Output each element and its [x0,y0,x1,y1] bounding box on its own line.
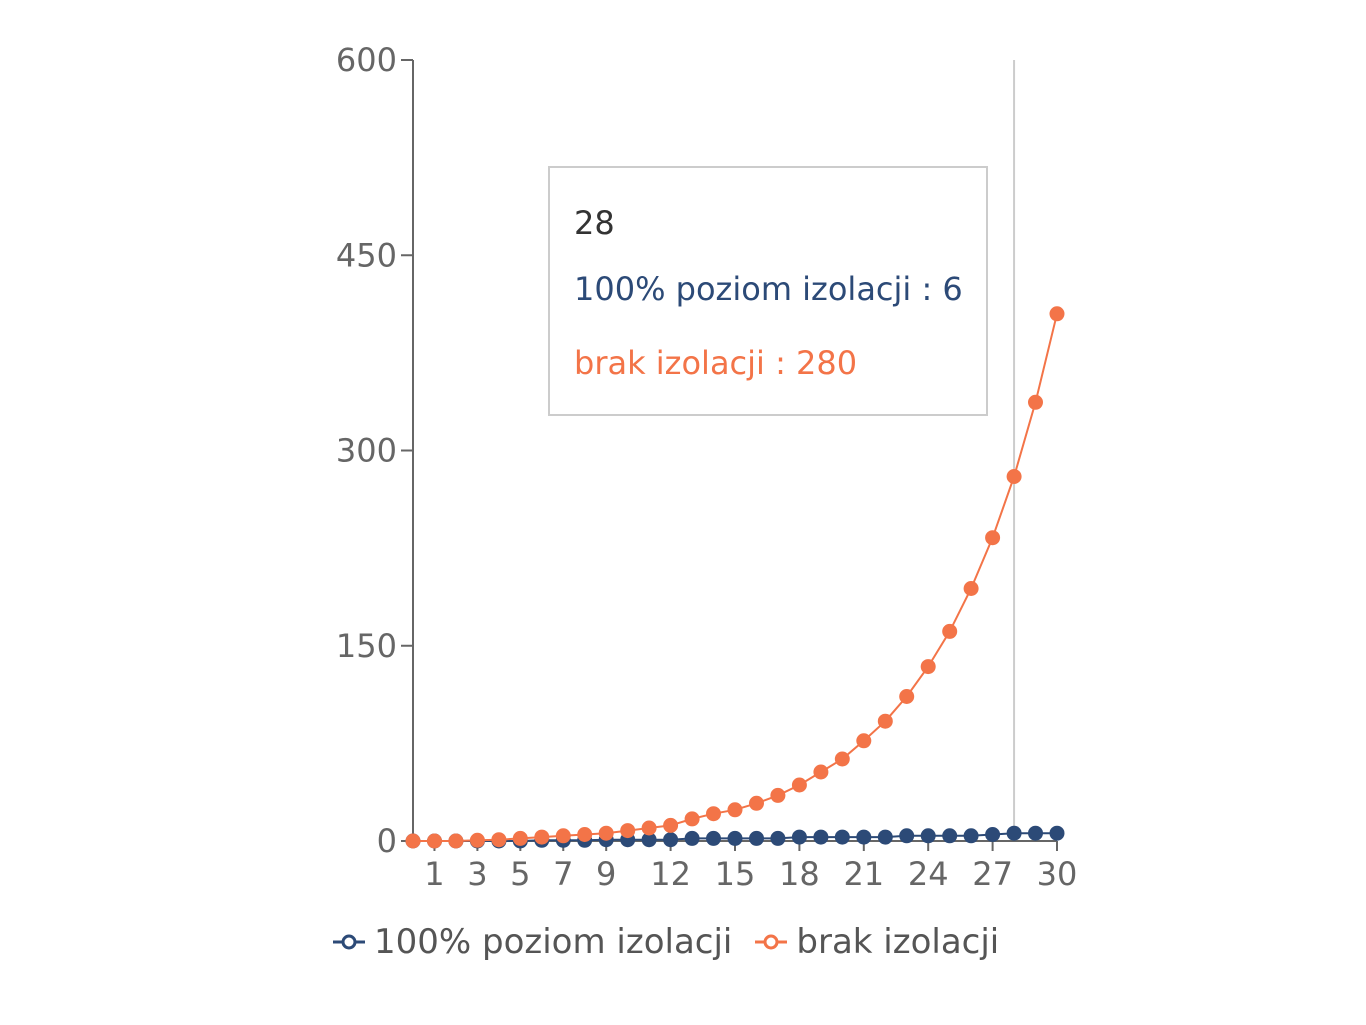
data-point[interactable] [834,829,850,845]
data-point[interactable] [684,830,700,846]
line-circle-marker-icon [333,934,365,950]
series-layer[interactable] [405,306,1065,849]
axes: 0 150 300 450 600 1 3 5 7 9 12 15 18 21 24 27 30 [336,41,1077,893]
data-point[interactable] [856,733,872,749]
legend-item-series-1[interactable]: brak izolacji [754,922,999,962]
data-point[interactable] [813,829,829,845]
tooltip-separator: : [764,344,797,382]
tooltip-series-name: brak izolacji [574,344,765,382]
legend-label: 100% poziom izolacji [374,922,733,962]
data-point[interactable] [577,827,593,842]
data-point[interactable] [427,833,442,849]
tooltip-series-value: 280 [796,344,858,382]
x-tick-label: 9 [596,855,616,893]
data-point[interactable] [985,827,1001,842]
legend-item-series-0[interactable]: 100% poziom izolacji [332,922,732,962]
tooltip-label: 28 [574,204,615,242]
tooltip-row-series-1: brak izolacji : 280 [574,344,857,382]
y-tick-label: 150 [336,627,397,665]
data-point[interactable] [791,777,807,793]
data-point[interactable] [491,832,507,848]
data-point[interactable] [920,828,936,844]
data-point[interactable] [684,811,700,827]
data-point[interactable] [1028,394,1043,410]
data-point[interactable] [877,713,893,729]
data-point[interactable] [1006,469,1022,484]
data-point[interactable] [834,751,850,767]
data-point[interactable] [770,830,786,846]
x-tick-label: 7 [553,855,573,893]
data-point[interactable] [1049,306,1065,322]
tooltip-separator: : [911,270,943,308]
data-point[interactable] [706,830,721,846]
y-tick-label: 450 [336,236,397,274]
data-point[interactable] [1049,825,1065,841]
y-tick-label: 300 [336,432,397,470]
data-point[interactable] [985,530,1001,546]
data-point[interactable] [770,787,786,803]
data-point[interactable] [448,833,464,849]
data-point[interactable] [856,829,872,845]
x-tick-label: 27 [972,855,1013,893]
data-point[interactable] [663,817,679,833]
data-point[interactable] [791,829,807,845]
data-point[interactable] [469,832,485,848]
data-point[interactable] [963,828,979,844]
data-point[interactable] [749,830,764,846]
data-point[interactable] [555,828,571,844]
data-point[interactable] [706,806,721,822]
x-tick-label: 30 [1037,855,1078,893]
x-tick-label: 1 [424,855,444,893]
y-tick-label: 0 [377,822,397,860]
x-tick-label: 5 [510,855,530,893]
x-tick-label: 21 [843,855,884,893]
x-tick-label: 3 [467,855,487,893]
data-point[interactable] [963,581,979,596]
chart-tooltip: 28 100% poziom izolacji : 6 brak izolacj… [548,166,988,416]
y-tick-label: 600 [336,41,397,79]
line-circle-marker-icon [755,934,788,950]
x-tick-label: 18 [779,855,820,893]
tooltip-row-series-0: 100% poziom izolacji : 6 [574,270,963,308]
data-point[interactable] [727,830,743,846]
data-point[interactable] [942,623,958,639]
tooltip-series-name: 100% poziom izolacji [574,270,912,308]
data-point[interactable] [512,830,528,846]
data-point[interactable] [405,833,421,849]
data-point[interactable] [1028,825,1043,841]
data-point[interactable] [641,832,657,848]
data-point[interactable] [920,659,936,675]
x-tick-label: 12 [650,855,691,893]
data-point[interactable] [534,829,550,845]
data-point[interactable] [899,689,915,704]
data-point[interactable] [641,820,657,836]
data-point[interactable] [727,802,743,818]
data-point[interactable] [598,825,614,841]
data-point[interactable] [749,795,764,811]
legend-label: brak izolacji [796,922,1000,962]
x-tick-label: 15 [715,855,756,893]
series-1[interactable] [405,306,1065,849]
data-point[interactable] [877,829,893,845]
data-point[interactable] [813,764,829,780]
data-point[interactable] [942,828,958,844]
x-tick-label: 24 [908,855,949,893]
data-point[interactable] [620,823,636,839]
data-point[interactable] [899,828,915,844]
data-point[interactable] [1006,825,1022,841]
chart-legend: 100% poziom izolacji brak izolacji [332,922,1021,962]
data-point[interactable] [663,832,679,848]
tooltip-series-value: 6 [942,270,963,308]
